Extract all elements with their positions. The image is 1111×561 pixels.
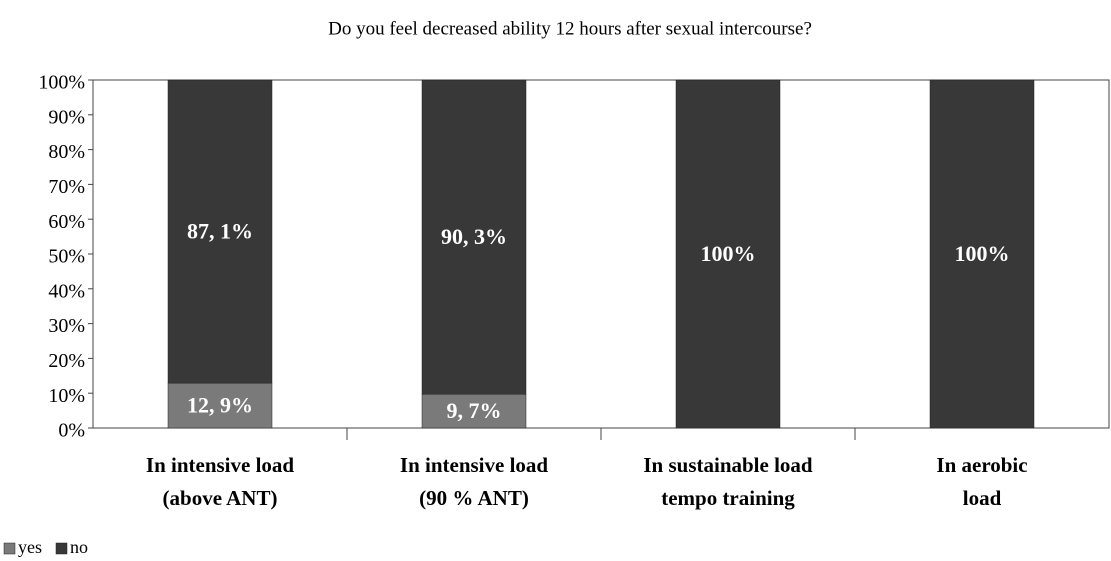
x-tick-label: (90 % ANT) [419,486,529,510]
x-tick-label: In sustainable load [643,453,813,477]
x-tick-label: In intensive load [400,453,549,477]
data-label: 90, 3% [441,224,507,249]
y-tick-label: 40% [48,280,85,302]
data-label: 100% [955,241,1010,266]
bar-segment [675,79,781,429]
legend-swatch [55,542,68,555]
x-tick-label: load [963,486,1002,510]
legend-label: no [70,537,88,557]
bar-segment [167,382,273,429]
y-tick-label: 90% [48,106,85,128]
y-tick-label: 20% [48,350,85,372]
y-tick-label: 10% [48,385,85,407]
y-tick-label: 30% [48,315,85,337]
x-tick-label: In aerobic [936,453,1027,477]
legend-label: yes [18,537,42,557]
bar-segment [167,79,273,384]
data-label: 87, 1% [187,219,253,244]
bar-segment [421,79,527,395]
y-tick-label: 100% [38,72,85,94]
data-label: 100% [701,241,756,266]
bar-segment [929,79,1035,429]
y-tick-label: 80% [48,141,85,163]
chart-title: Do you feel decreased ability 12 hours a… [328,18,812,39]
data-label: 9, 7% [447,398,502,423]
x-tick-label: In intensive load [146,453,295,477]
y-tick-label: 60% [48,211,85,233]
data-label: 12, 9% [187,393,253,418]
y-tick-label: 50% [48,246,85,268]
x-tick-label: (above ANT) [163,486,278,510]
legend-swatch [3,542,16,555]
x-tick-label: tempo training [661,486,795,510]
y-tick-label: 0% [58,420,85,442]
y-tick-label: 70% [48,176,85,198]
